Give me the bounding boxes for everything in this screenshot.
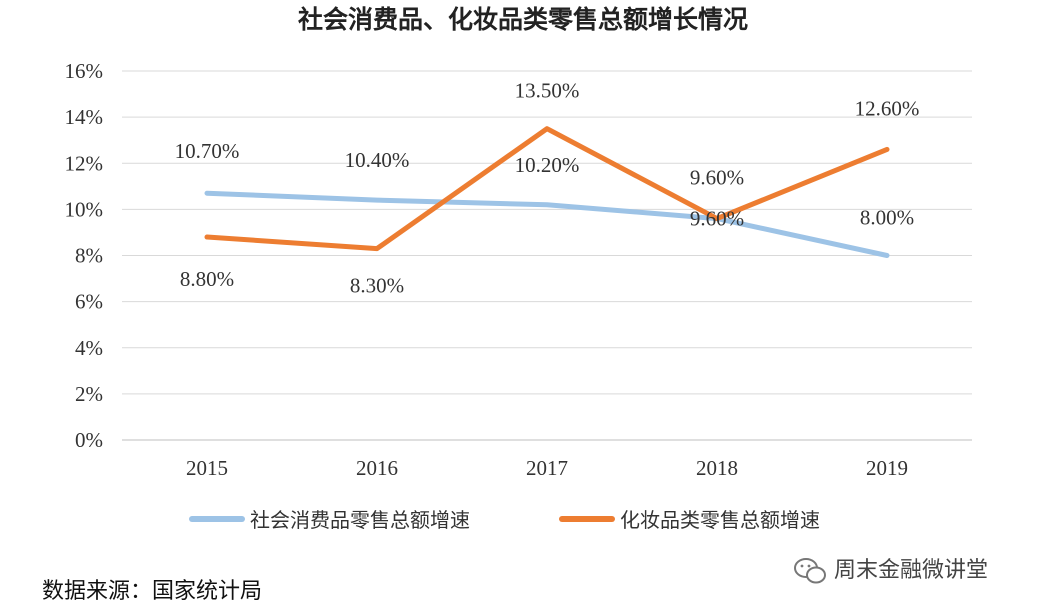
data-label-retail: 10.40% (345, 148, 410, 172)
y-tick-label: 4% (75, 336, 103, 360)
x-axis: 2015 2016 2017 2018 2019 (186, 456, 908, 480)
x-tick-label: 2018 (696, 456, 738, 480)
y-tick-label: 6% (75, 290, 103, 314)
grid (122, 70, 972, 441)
legend-label-retail: 社会消费品零售总额增速 (250, 508, 470, 532)
legend-label-cosmetics: 化妆品类零售总额增速 (620, 508, 820, 532)
y-tick-label: 8% (75, 244, 103, 268)
data-label-retail: 10.70% (175, 139, 240, 163)
legend: 社会消费品零售总额增速 化妆品类零售总额增速 (189, 508, 820, 532)
data-label-cosmetics: 9.60% (690, 166, 744, 190)
x-tick-label: 2016 (356, 456, 398, 480)
watermark: 周末金融微讲堂 (794, 558, 988, 584)
x-tick-label: 2017 (526, 456, 568, 480)
data-label-retail: 9.60% (690, 207, 744, 231)
x-tick-label: 2019 (866, 456, 908, 480)
y-tick-label: 14% (65, 105, 104, 129)
y-tick-label: 0% (75, 428, 103, 452)
data-label-cosmetics: 12.60% (855, 96, 920, 120)
data-labels: 10.70% 10.40% 10.20% 9.60% 8.00% 8.80% 8.30% 13… (175, 79, 920, 298)
y-tick-label: 10% (65, 197, 104, 221)
chart-title: 社会消费品、化妆品类零售总额增长情况 (298, 5, 748, 34)
data-label-cosmetics: 13.50% (515, 79, 580, 103)
series-line-retail (204, 190, 890, 258)
wechat-icon (794, 558, 826, 584)
y-tick-label: 2% (75, 382, 103, 406)
y-tick-label: 12% (65, 151, 104, 175)
series-line-cosmetics (204, 126, 890, 252)
watermark-text: 周末金融微讲堂 (834, 558, 988, 583)
x-tick-label: 2015 (186, 456, 228, 480)
y-axis: 0% 2% 4% 6% 8% 10% 12% 14% 16% (65, 59, 104, 452)
data-label-retail: 8.00% (860, 206, 914, 230)
source-note: 数据来源：国家统计局 (42, 579, 262, 604)
y-tick-label: 16% (65, 59, 104, 83)
data-label-cosmetics: 8.30% (350, 274, 404, 298)
series-lines (204, 126, 890, 258)
data-label-cosmetics: 8.80% (180, 267, 234, 291)
data-label-retail: 10.20% (515, 153, 580, 177)
